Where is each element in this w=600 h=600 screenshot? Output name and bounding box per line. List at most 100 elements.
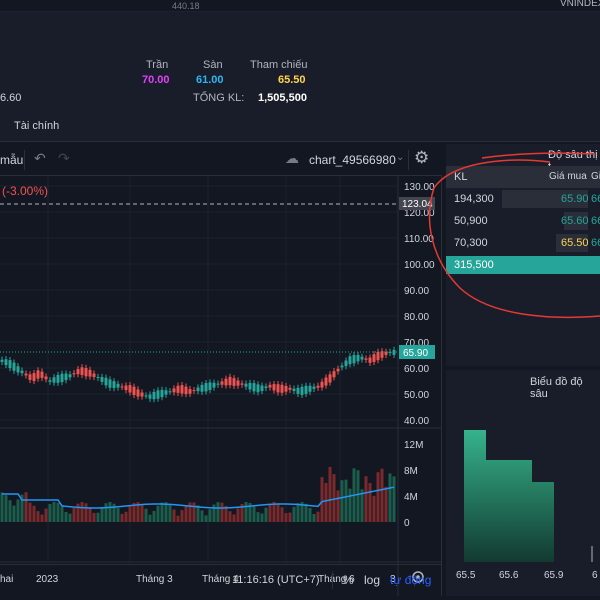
volume-bar xyxy=(216,502,220,522)
candle xyxy=(352,355,356,364)
candle xyxy=(372,354,376,362)
volume-bar xyxy=(16,499,20,522)
candle xyxy=(112,381,116,389)
depth-row[interactable]: 50,900 65.60 66 xyxy=(446,210,600,232)
depth-volume: 50,900 xyxy=(454,215,488,227)
candle xyxy=(312,386,316,389)
time-axis-settings-icon[interactable] xyxy=(412,571,424,583)
depth-row[interactable]: 70,300 65.50 66 xyxy=(446,232,600,254)
candle xyxy=(20,370,24,374)
candle xyxy=(164,390,168,395)
tab-bar: Tài chính xyxy=(0,112,600,142)
last-price-fragment: 6.60 xyxy=(0,92,22,104)
volume-bar xyxy=(288,512,292,522)
gear-icon[interactable]: ⚙ xyxy=(414,148,430,167)
index-name-fragment[interactable]: VNINDEX xyxy=(560,0,600,9)
volume-bar xyxy=(76,503,80,522)
volume-bar xyxy=(364,476,368,522)
volume-bar xyxy=(228,511,232,522)
time-axis-tick: 2023 xyxy=(36,574,59,585)
candle xyxy=(228,376,232,386)
last-price-tag xyxy=(399,345,435,359)
percent-toggle[interactable]: % xyxy=(343,573,354,587)
candle xyxy=(292,388,296,392)
volume-ma-line xyxy=(2,486,395,509)
template-button[interactable]: mẫu xyxy=(0,153,24,167)
depth-row[interactable]: 194,300 65.90 66 xyxy=(446,188,600,210)
candle xyxy=(280,384,284,393)
candle xyxy=(380,351,384,358)
volume-bar xyxy=(40,514,44,522)
volume-axis-tick: 8M xyxy=(404,466,418,477)
ceiling-label: Trần xyxy=(146,59,169,71)
depth-chart-panel: Biểu đồ độ sâu 65.5 65.6 65.9 6 xyxy=(446,370,600,596)
candle xyxy=(60,373,64,382)
volume-bar xyxy=(196,505,200,522)
volume-bar xyxy=(384,486,388,522)
time-axis-tick: Tháng 3 xyxy=(136,574,173,585)
candle xyxy=(68,374,72,378)
candle xyxy=(28,374,32,380)
volume-bar xyxy=(312,514,316,522)
price-axis-tick: 90.00 xyxy=(404,286,429,297)
log-toggle[interactable]: log xyxy=(364,573,381,587)
volume-bar xyxy=(44,508,48,522)
price-axis-tick: 60.00 xyxy=(404,364,429,375)
clock: 11:16:16 (UTC+7) xyxy=(232,574,320,586)
candle xyxy=(196,387,200,392)
candle xyxy=(52,377,56,383)
candle xyxy=(104,377,108,386)
chart-name-button[interactable]: chart_49566980 xyxy=(309,153,396,167)
volume-bar xyxy=(336,490,340,522)
tab-finance[interactable]: Tài chính xyxy=(14,120,60,132)
candle xyxy=(132,386,136,396)
candle xyxy=(140,392,144,397)
volume-bar xyxy=(368,483,372,522)
chevron-down-icon[interactable]: ⌄ xyxy=(396,152,405,163)
candle xyxy=(72,373,76,375)
depth-volume-bar xyxy=(502,190,588,208)
hand-drawn-annotation xyxy=(428,152,600,319)
volume-bar xyxy=(140,504,144,522)
volume-bar xyxy=(64,511,68,522)
volume-bar xyxy=(372,495,376,522)
candle xyxy=(264,386,268,389)
redo-icon[interactable]: ↷ xyxy=(58,150,70,166)
volume-bar xyxy=(208,509,212,522)
reference-value: 65.50 xyxy=(278,74,306,86)
depth-price: 65.50 xyxy=(561,237,589,249)
volume-bar xyxy=(284,513,288,522)
top-strip: 440.18 VNINDEX xyxy=(0,0,600,12)
depth-chart[interactable]: 65.5 65.6 65.9 6 xyxy=(446,392,600,596)
candle xyxy=(224,378,228,386)
volume-bar xyxy=(232,514,236,522)
volume-bar xyxy=(60,506,64,522)
volume-bar xyxy=(48,504,52,522)
candle xyxy=(328,374,332,383)
volume-bar xyxy=(180,510,184,522)
candle xyxy=(348,356,352,365)
volume-bar xyxy=(268,503,272,522)
candle xyxy=(240,383,244,385)
auto-scale-toggle[interactable]: tự động xyxy=(390,573,432,587)
volume-bar xyxy=(388,473,392,522)
candle xyxy=(268,384,272,388)
volume-bar xyxy=(4,495,8,522)
candle xyxy=(320,381,324,388)
volume-bar xyxy=(156,505,160,522)
depth-header-row: KL Giá mua Gi xyxy=(446,166,600,188)
volume-bar xyxy=(120,513,124,522)
depth-ask-fragment: 66 xyxy=(591,237,600,249)
volume-bar xyxy=(128,506,132,522)
price-volume-chart[interactable]: 130.00120.00110.00100.0090.0080.0070.006… xyxy=(0,176,442,596)
hline-price-tag xyxy=(399,197,435,210)
candle xyxy=(128,385,132,393)
undo-icon[interactable]: ↶ xyxy=(34,150,46,166)
volume-bar xyxy=(308,508,312,522)
volume-bar xyxy=(296,503,300,522)
time-axis-tick: Tháng 4 xyxy=(202,574,239,585)
candle xyxy=(80,367,84,375)
candle xyxy=(356,354,360,362)
volume-bar xyxy=(112,503,116,522)
volume-bar xyxy=(220,502,224,522)
